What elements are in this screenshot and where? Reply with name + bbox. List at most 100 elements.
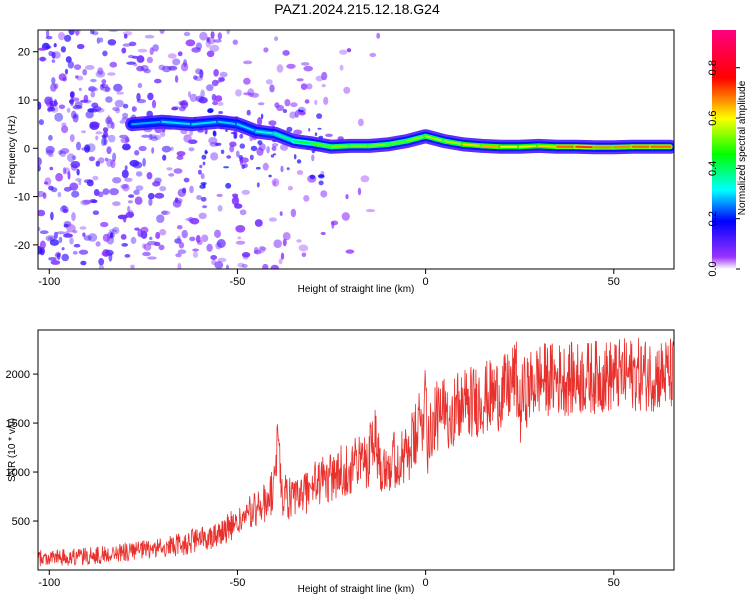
noise-speck <box>88 87 99 92</box>
noise-speck <box>58 104 66 110</box>
noise-speck <box>153 241 161 247</box>
noise-speck <box>88 156 95 162</box>
y-tick-label: 0 <box>24 143 30 155</box>
noise-speck <box>88 85 96 92</box>
noise-speck <box>257 117 263 126</box>
noise-speck <box>137 229 143 238</box>
noise-speck <box>74 101 83 109</box>
noise-speck <box>60 148 70 154</box>
noise-speck <box>183 59 188 67</box>
noise-speck <box>239 133 244 139</box>
noise-speck <box>121 169 129 179</box>
noise-speck <box>205 39 211 48</box>
ridge-core <box>131 120 164 126</box>
noise-speck <box>78 87 82 91</box>
noise-speck <box>357 187 362 196</box>
noise-speck <box>339 49 348 55</box>
noise-speck <box>216 193 223 197</box>
noise-speck <box>134 227 140 231</box>
noise-speck <box>160 130 166 137</box>
snr-x-axis-label: Height of straight line (km) <box>298 584 415 595</box>
noise-speck <box>57 191 62 198</box>
noise-speck <box>126 61 136 65</box>
snr-y-ticks: 500 1000 1500 2000 <box>6 369 38 528</box>
ridge-core <box>424 135 446 143</box>
noise-speck <box>193 75 198 80</box>
noise-speck <box>162 154 167 161</box>
noise-speck <box>86 143 96 153</box>
noise-speck <box>79 226 87 230</box>
noise-speck <box>95 70 106 78</box>
noise-speck <box>109 61 118 68</box>
noise-speck <box>113 83 123 92</box>
noise-speck <box>69 237 74 245</box>
noise-speck <box>110 159 116 169</box>
noise-speck <box>46 30 50 38</box>
noise-speck <box>110 232 114 239</box>
noise-speck <box>196 195 202 200</box>
noise-speck <box>303 65 314 72</box>
noise-speck <box>97 191 104 198</box>
noise-speck <box>57 31 66 41</box>
noise-speck <box>243 60 253 65</box>
noise-speck <box>262 162 269 171</box>
noise-speck <box>278 258 283 265</box>
noise-speck <box>63 233 73 238</box>
noise-speck <box>318 180 324 186</box>
noise-speck <box>124 254 131 258</box>
noise-speck <box>49 239 60 246</box>
noise-speck <box>315 75 324 82</box>
noise-speck <box>263 47 269 53</box>
noise-speck <box>61 125 69 134</box>
noise-speck <box>173 168 183 174</box>
noise-speck <box>345 194 349 200</box>
noise-speck <box>102 127 109 133</box>
noise-speck <box>101 79 107 84</box>
y-tick-label: 1000 <box>6 467 30 479</box>
noise-speck <box>61 253 69 262</box>
noise-speck <box>215 242 222 250</box>
noise-speck <box>115 108 121 114</box>
noise-speck <box>108 229 118 233</box>
noise-speck <box>223 166 230 169</box>
noise-speck <box>172 58 181 66</box>
noise-speck <box>280 165 284 173</box>
spectrogram-x-axis-label: Height of straight line (km) <box>298 284 415 295</box>
noise-speck <box>273 239 283 248</box>
noise-speck <box>150 136 159 142</box>
ridge-core <box>161 120 194 126</box>
noise-speck <box>152 44 159 52</box>
colorbar-tick-label: 0.6 <box>707 110 719 125</box>
noise-speck <box>65 231 70 235</box>
noise-speck <box>92 175 99 181</box>
noise-speck <box>325 133 333 137</box>
noise-speck <box>56 231 66 235</box>
noise-speck <box>230 131 237 135</box>
noise-speck <box>127 205 131 213</box>
snr-y-axis-label: SNR (10 * v/v) <box>7 418 18 482</box>
noise-speck <box>241 264 248 268</box>
noise-speck <box>82 199 92 205</box>
noise-speck <box>78 179 82 186</box>
y-tick-label: -10 <box>14 192 30 204</box>
noise-speck <box>195 42 203 50</box>
snr-frame <box>37 329 675 571</box>
noise-speck <box>287 186 293 191</box>
noise-speck <box>276 64 284 73</box>
noise-speck <box>92 210 100 215</box>
noise-speck <box>225 182 232 189</box>
noise-speck <box>234 203 243 209</box>
noise-speck <box>125 211 135 218</box>
noise-speck <box>161 210 168 215</box>
noise-speck <box>112 201 121 207</box>
noise-speck <box>95 135 99 141</box>
noise-speck <box>110 121 115 130</box>
noise-speck <box>104 86 110 92</box>
noise-speck <box>268 217 277 222</box>
noise-speck <box>74 30 81 35</box>
noise-speck <box>38 226 41 232</box>
noise-speck <box>136 55 145 63</box>
noise-speck <box>253 246 259 254</box>
noise-speck <box>166 167 173 171</box>
